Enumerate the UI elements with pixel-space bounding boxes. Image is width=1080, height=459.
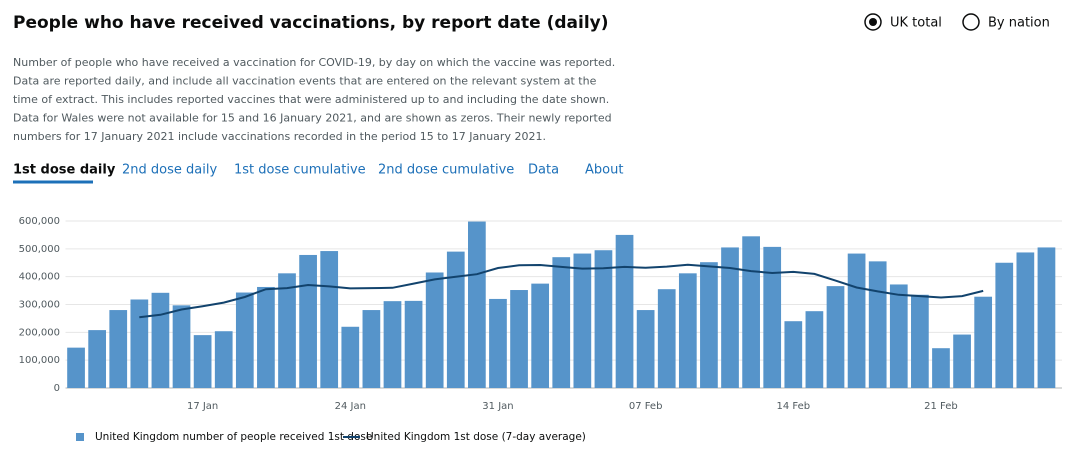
bar [742, 236, 760, 388]
tab[interactable]: 2nd dose daily [122, 163, 217, 178]
x-tick-label: 24 Jan [335, 401, 366, 412]
bar [362, 310, 381, 388]
y-tick-label: 0 [54, 383, 60, 394]
description-line: Data are reported daily, and include all… [13, 75, 597, 88]
x-tick-label: 07 Feb [629, 401, 663, 412]
legend-label: United Kingdom 1st dose (7-day average) [366, 431, 586, 443]
tab[interactable]: 2nd dose cumulative [378, 163, 514, 178]
bar [404, 300, 423, 388]
bar [214, 331, 233, 388]
bar [299, 254, 317, 388]
y-tick-label: 600,000 [19, 216, 60, 227]
y-tick-label: 100,000 [19, 355, 60, 366]
bar [510, 290, 528, 388]
tab[interactable]: About [585, 163, 623, 178]
tab[interactable]: 1st dose daily [13, 163, 116, 178]
bar [911, 294, 929, 388]
bar [784, 321, 803, 388]
bar [657, 289, 676, 388]
y-tick-label: 200,000 [19, 327, 60, 338]
bar [932, 348, 950, 388]
radio-label[interactable]: UK total [890, 16, 942, 31]
radio-label[interactable]: By nation [988, 16, 1050, 31]
legend-swatch [76, 433, 84, 441]
bar [763, 246, 782, 388]
bar [193, 335, 212, 388]
bar [446, 251, 465, 388]
bar [889, 284, 908, 388]
x-tick-label: 17 Jan [187, 401, 218, 412]
bar [573, 253, 592, 388]
bar [847, 253, 866, 388]
bar [826, 286, 845, 388]
x-tick-label: 31 Jan [482, 401, 513, 412]
bar [468, 221, 486, 388]
bar [868, 261, 887, 388]
bar [278, 273, 296, 388]
description-line: Number of people who have received a vac… [13, 56, 615, 69]
bar [109, 310, 128, 388]
bar [425, 272, 444, 388]
bar [805, 311, 824, 388]
bar [615, 234, 634, 388]
bar [172, 305, 191, 388]
bar [678, 273, 697, 388]
tab[interactable]: 1st dose cumulative [234, 163, 366, 178]
bar [88, 330, 107, 388]
bar [383, 301, 402, 388]
tab[interactable]: Data [528, 163, 559, 178]
description-line: Data for Wales were not available for 15… [13, 112, 612, 125]
bar [700, 262, 718, 388]
radio-circle[interactable] [962, 13, 980, 31]
bar [257, 286, 275, 388]
description-line: time of extract. This includes reported … [13, 93, 609, 106]
y-tick-label: 300,000 [19, 300, 60, 311]
x-tick-label: 14 Feb [776, 401, 810, 412]
description-line: numbers for 17 January 2021 include vacc… [13, 130, 546, 143]
bar [552, 257, 571, 388]
bar [130, 299, 149, 388]
line [139, 263, 984, 319]
bar [1037, 247, 1056, 388]
x-tick-label: 21 Feb [924, 401, 958, 412]
bar [594, 250, 613, 388]
bar [953, 334, 971, 388]
bar [341, 326, 360, 388]
bar [1016, 252, 1035, 388]
bar [67, 347, 85, 388]
bar [489, 298, 507, 388]
bar [320, 251, 339, 388]
bar [531, 283, 550, 388]
radio-dot [869, 18, 877, 26]
y-tick-label: 500,000 [19, 244, 60, 255]
radio-nation[interactable]: By nation [962, 13, 1050, 31]
bar [721, 247, 739, 388]
bar [151, 292, 170, 388]
legend-label: United Kingdom number of people received… [95, 431, 372, 443]
bar [974, 296, 993, 388]
radio-uk[interactable]: UK total [864, 13, 942, 31]
bar [636, 310, 655, 388]
bar [995, 262, 1014, 388]
y-tick-label: 400,000 [19, 272, 60, 283]
title: People who have received vaccinations, b… [13, 13, 609, 33]
bar [235, 292, 254, 388]
